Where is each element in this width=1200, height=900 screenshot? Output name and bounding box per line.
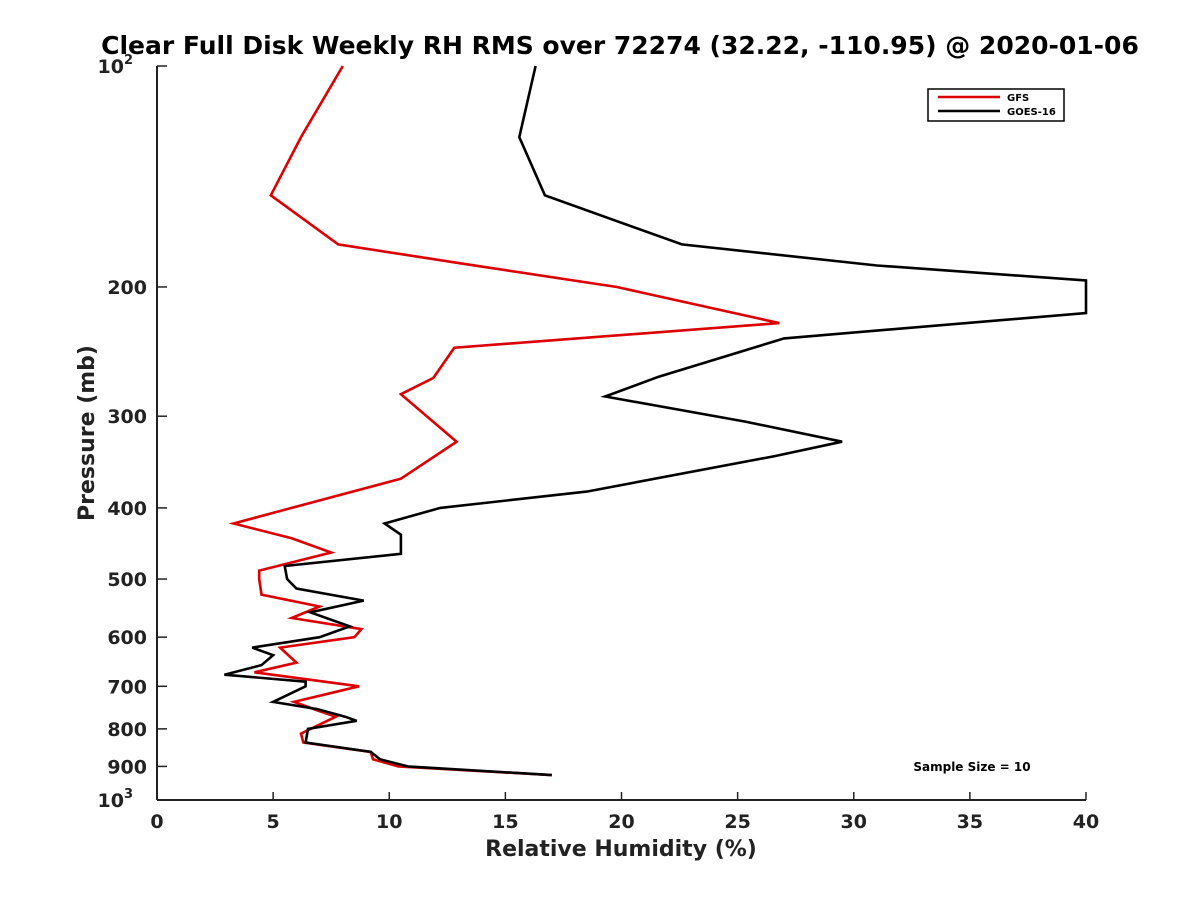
x-tick-label: 5: [267, 811, 280, 833]
legend: GFS GOES-16: [927, 88, 1065, 122]
series-layer: [224, 65, 1088, 777]
y-axis-label: Pressure (mb): [75, 345, 100, 521]
legend-label-goes-16: GOES-16: [1007, 107, 1056, 118]
x-tick-label: 40: [1073, 811, 1099, 833]
legend-label-gfs: GFS: [1007, 93, 1029, 104]
y-tick-exponent: 3: [124, 787, 133, 802]
series-line-gfs: [228, 65, 780, 777]
x-tick-label: 0: [150, 811, 163, 833]
y-tick-label: 600: [107, 627, 147, 649]
x-tick-label: 25: [724, 811, 750, 833]
x-tick-label: 35: [957, 811, 983, 833]
x-axis-label: Relative Humidity (%): [485, 837, 757, 862]
legend-box: [927, 88, 1065, 122]
y-tick-label: 102: [98, 53, 134, 78]
y-tick-label: 300: [107, 406, 147, 428]
y-tick-exponent: 2: [124, 53, 133, 68]
y-tick-label: 900: [107, 756, 147, 778]
x-tick-label: 30: [841, 811, 867, 833]
x-axis-ticks: 0 5 10 15 20 25 30 35 40: [150, 792, 1099, 833]
y-tick-label: 200: [107, 277, 147, 299]
x-tick-label: 15: [492, 811, 518, 833]
y-tick-label: 800: [107, 719, 147, 741]
x-tick-label: 10: [376, 811, 402, 833]
y-axis-ticks: 102 200 300 400 500 600 700 800 900 103: [98, 53, 167, 812]
y-tick-label: 400: [107, 498, 147, 520]
chart-title: Clear Full Disk Weekly RH RMS over 72274…: [101, 31, 1139, 60]
x-tick-label: 20: [608, 811, 634, 833]
y-tick-label: 500: [107, 569, 147, 591]
y-tick-label: 103: [98, 787, 134, 812]
y-tick-label: 700: [107, 676, 147, 698]
sample-size-annotation: Sample Size = 10: [913, 760, 1030, 774]
series-line-goes-16: [224, 65, 1088, 777]
